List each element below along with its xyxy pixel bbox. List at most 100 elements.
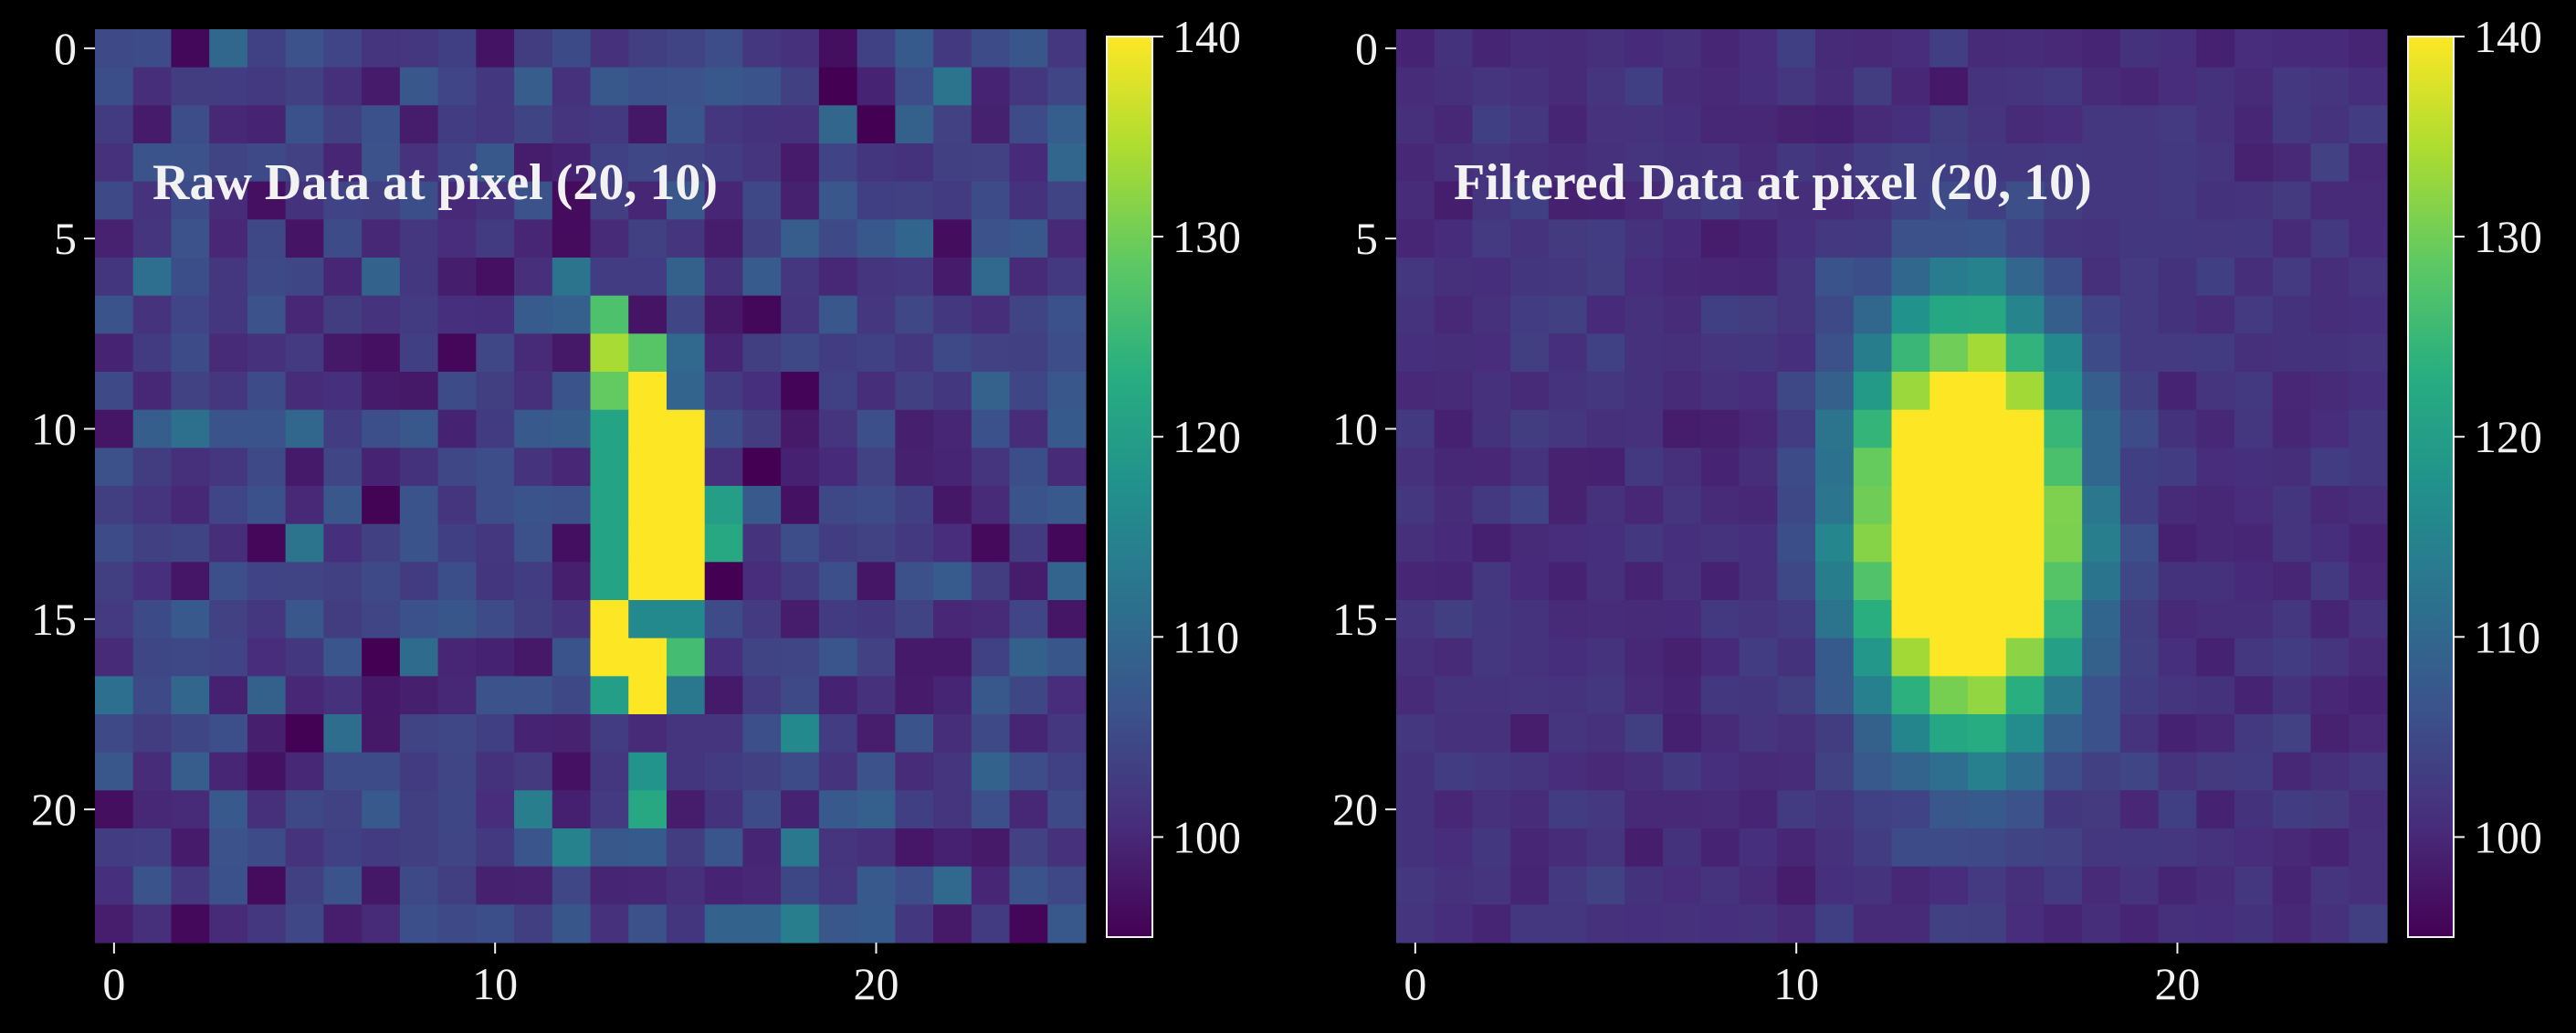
filtered-heatmap-cell xyxy=(2119,448,2160,487)
filtered-heatmap-cell xyxy=(1624,143,1664,183)
raw-heatmap-cell xyxy=(552,258,592,297)
raw-heatmap-cell xyxy=(818,523,858,563)
filtered-heatmap-cell xyxy=(2272,714,2312,754)
filtered-heatmap-cell xyxy=(1663,181,1702,220)
filtered-heatmap-cell xyxy=(2119,752,2160,791)
filtered-heatmap-cell xyxy=(1663,790,1702,829)
raw-heatmap-cell xyxy=(209,600,248,639)
raw-heatmap-cell xyxy=(209,676,248,715)
filtered-heatmap-cell xyxy=(1929,790,1969,829)
raw-heatmap-cell xyxy=(1009,181,1048,220)
filtered-heatmap-cell xyxy=(2234,448,2274,487)
filtered-heatmap-cell xyxy=(2196,828,2235,868)
raw-heatmap-cell xyxy=(1047,676,1087,715)
raw-heatmap-cell xyxy=(857,638,896,677)
raw-heatmap-cell xyxy=(857,29,896,69)
raw-heatmap-cell xyxy=(437,790,477,829)
raw-heatmap-cell xyxy=(132,790,173,829)
raw-heatmap-cell xyxy=(933,143,973,183)
raw-heatmap-cell xyxy=(666,295,706,334)
raw-heatmap-cell xyxy=(362,523,401,563)
filtered-heatmap-cell xyxy=(2272,409,2312,448)
filtered-heatmap-cell xyxy=(2272,67,2312,106)
filtered-heatmap-cell xyxy=(1663,29,1702,69)
filtered-heatmap-cell xyxy=(1891,714,1930,754)
raw-heatmap-cell xyxy=(590,638,629,677)
filtered-heatmap-cell xyxy=(1777,904,1816,943)
raw-heatmap-cell xyxy=(704,638,744,677)
filtered-heatmap-cell xyxy=(1624,448,1664,487)
raw-heatmap-cell xyxy=(209,866,248,905)
raw-heatmap-cell xyxy=(514,105,553,144)
raw-heatmap-cell xyxy=(247,448,287,487)
filtered-heatmap-cell xyxy=(1434,562,1474,601)
raw-heatmap-cell xyxy=(781,600,820,639)
raw-heatmap-cell xyxy=(704,409,744,448)
raw-heatmap-cell xyxy=(95,219,134,258)
filtered-heatmap-cell xyxy=(1586,904,1625,943)
raw-heatmap-cell xyxy=(1009,790,1048,829)
raw-heatmap-cell xyxy=(857,219,896,258)
raw-heatmap-cell xyxy=(742,600,782,639)
filtered-heatmap-cell xyxy=(2158,638,2197,677)
raw-heatmap-cell xyxy=(95,29,134,69)
raw-colorbar-tick-label: 110 xyxy=(1172,611,1239,662)
raw-heatmap-cell xyxy=(171,828,210,868)
raw-heatmap-cell xyxy=(857,181,896,220)
raw-heatmap-cell xyxy=(132,181,173,220)
raw-heatmap-cell xyxy=(1047,409,1087,448)
filtered-heatmap-cell xyxy=(1891,143,1930,183)
filtered-heatmap-cell xyxy=(2196,790,2235,829)
raw-ytick-label: 0 xyxy=(54,23,77,74)
filtered-heatmap-cell xyxy=(1548,638,1588,677)
filtered-heatmap-cell xyxy=(2272,904,2312,943)
raw-heatmap-cell xyxy=(552,600,592,639)
raw-heatmap-cell xyxy=(362,752,401,791)
filtered-heatmap-cell xyxy=(1853,448,1893,487)
filtered-heatmap-cell xyxy=(1815,790,1855,829)
filtered-heatmap-cell xyxy=(1777,295,1816,334)
raw-heatmap-cell xyxy=(323,105,363,144)
filtered-heatmap-cell xyxy=(1548,562,1588,601)
raw-heatmap-cell xyxy=(209,448,248,487)
raw-heatmap-cell xyxy=(247,486,287,525)
filtered-heatmap-cell xyxy=(1739,181,1778,220)
filtered-heatmap-cell xyxy=(1929,523,1969,563)
raw-heatmap-cell xyxy=(437,904,477,943)
raw-heatmap-cell xyxy=(399,714,439,754)
filtered-heatmap-cell xyxy=(1891,448,1930,487)
filtered-heatmap-cell xyxy=(1472,29,1511,69)
raw-heatmap-cell xyxy=(933,219,973,258)
raw-heatmap-cell xyxy=(933,372,973,411)
filtered-heatmap-cell xyxy=(1510,904,1550,943)
filtered-heatmap-cell xyxy=(2272,486,2312,525)
filtered-heatmap-cell xyxy=(1548,295,1588,334)
filtered-heatmap-cell xyxy=(1548,486,1588,525)
raw-heatmap-cell xyxy=(247,523,287,563)
filtered-heatmap-cell xyxy=(2196,105,2235,144)
raw-heatmap-cell xyxy=(666,752,706,791)
raw-heatmap-cell xyxy=(590,866,629,905)
raw-heatmap-cell xyxy=(666,866,706,905)
raw-heatmap-cell xyxy=(666,714,706,754)
raw-heatmap-cell xyxy=(666,904,706,943)
raw-heatmap-cell xyxy=(1009,904,1048,943)
filtered-heatmap-cell xyxy=(1967,790,2007,829)
filtered-heatmap-cell xyxy=(1663,714,1702,754)
filtered-heatmap-cell xyxy=(1434,866,1474,905)
filtered-heatmap-cell xyxy=(1739,600,1778,639)
raw-heatmap-cell xyxy=(132,295,173,334)
raw-heatmap-cell xyxy=(781,181,820,220)
filtered-heatmap-cell xyxy=(1396,638,1435,677)
filtered-heatmap-cell xyxy=(2005,600,2045,639)
filtered-heatmap-cell xyxy=(1624,676,1664,715)
raw-heatmap-cell xyxy=(399,219,439,258)
filtered-heatmap-cell xyxy=(1548,409,1588,448)
filtered-heatmap-cell xyxy=(1586,409,1625,448)
filtered-heatmap-cell xyxy=(2272,258,2312,297)
filtered-heatmap-cell xyxy=(2349,258,2388,297)
filtered-heatmap-cell xyxy=(1815,676,1855,715)
raw-heatmap-cell xyxy=(895,67,934,106)
raw-heatmap-cell xyxy=(552,904,592,943)
filtered-heatmap-cell xyxy=(1967,295,2007,334)
